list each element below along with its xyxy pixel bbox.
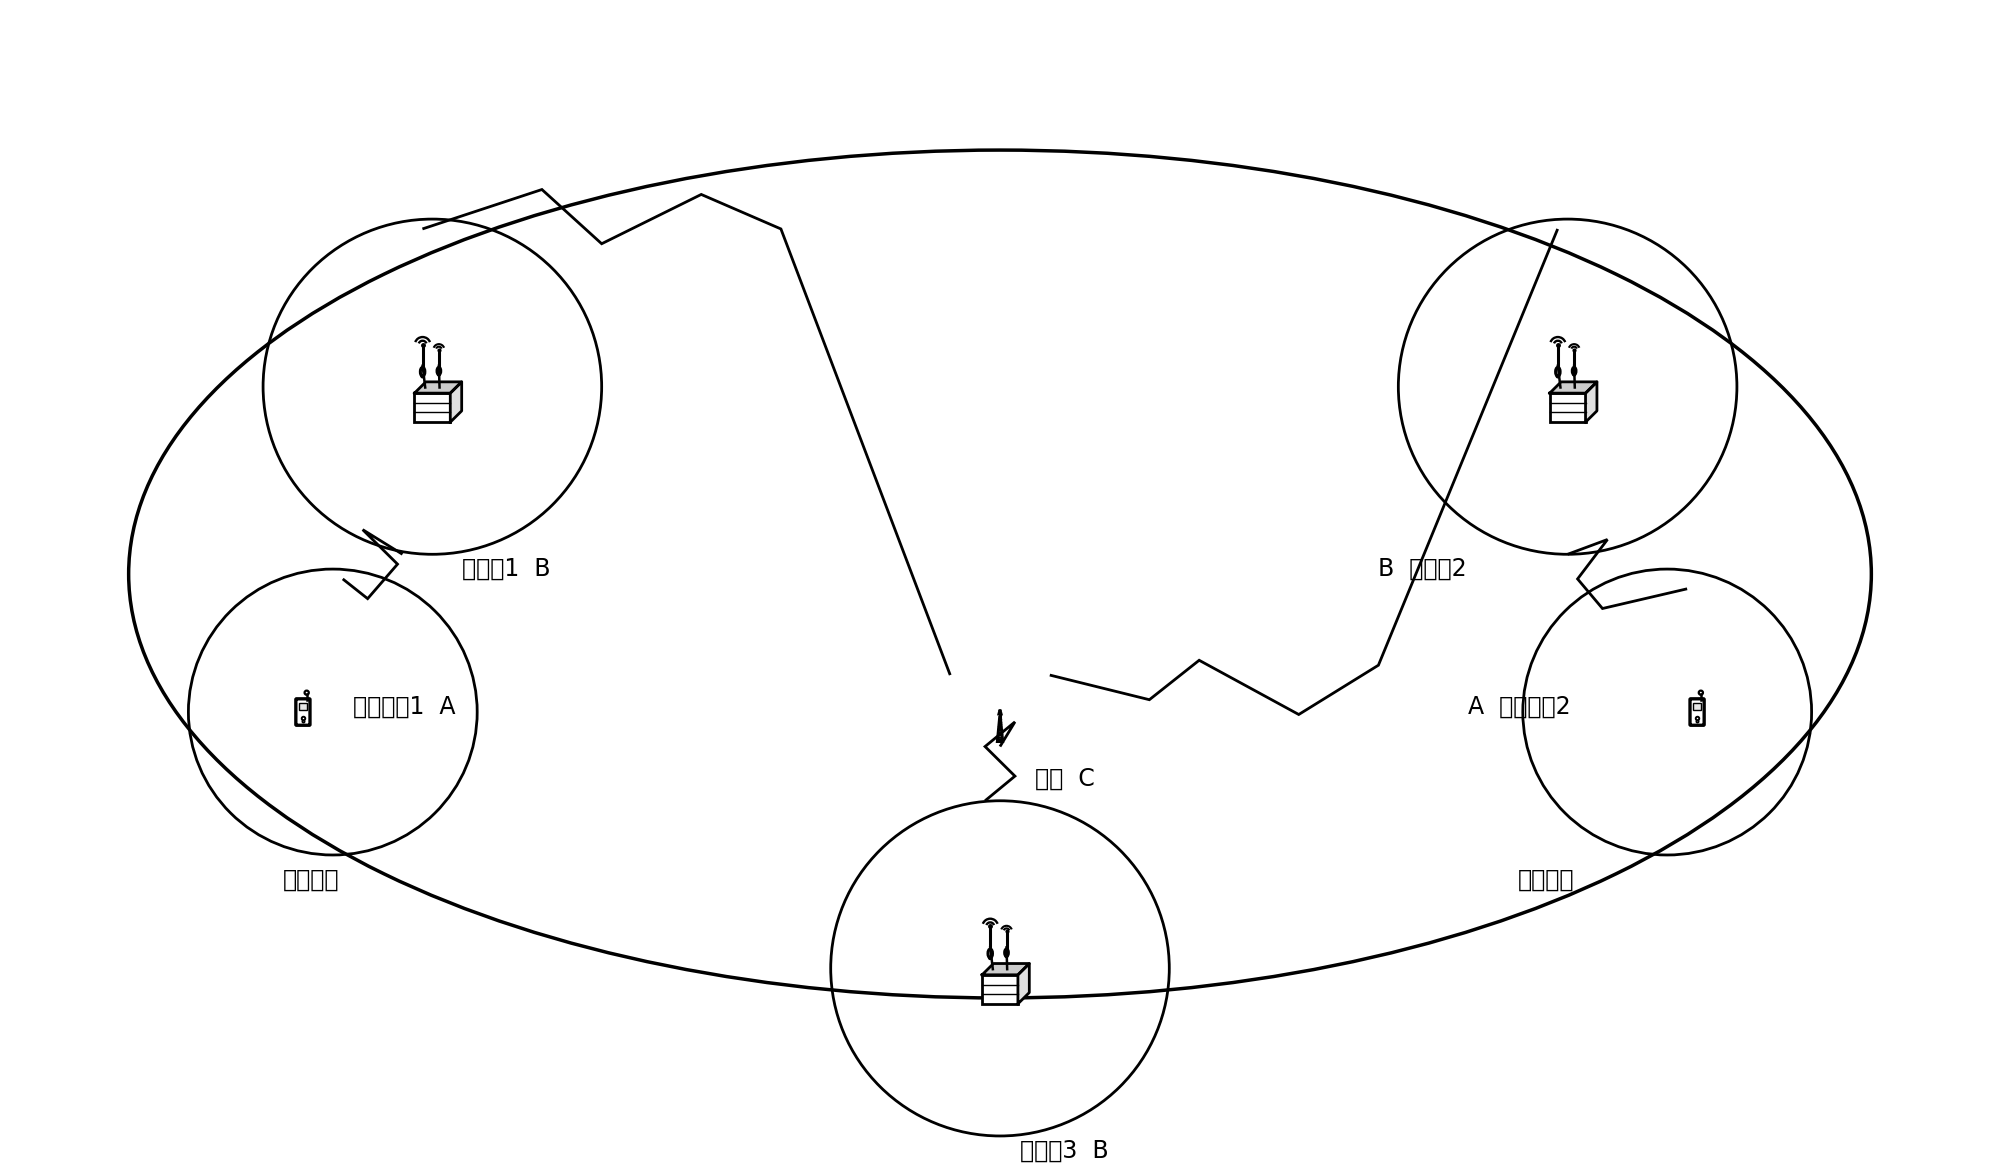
Polygon shape xyxy=(982,964,1030,975)
Text: B  中继站2: B 中继站2 xyxy=(1378,557,1468,582)
Text: A  用户终端2: A 用户终端2 xyxy=(1468,695,1570,719)
FancyBboxPatch shape xyxy=(296,698,310,725)
Circle shape xyxy=(1556,375,1560,377)
Polygon shape xyxy=(414,394,450,422)
Circle shape xyxy=(990,957,992,959)
Polygon shape xyxy=(450,382,462,422)
Text: 中继站1  B: 中继站1 B xyxy=(462,557,550,582)
Text: 网络盲区: 网络盲区 xyxy=(284,868,340,891)
Text: 基站  C: 基站 C xyxy=(1034,766,1094,791)
Text: 中继站3  B: 中继站3 B xyxy=(1020,1139,1108,1163)
Bar xyxy=(1692,703,1702,710)
Polygon shape xyxy=(1586,382,1596,422)
Polygon shape xyxy=(414,382,462,394)
Circle shape xyxy=(422,375,424,377)
Text: 用户终端1  A: 用户终端1 A xyxy=(352,695,456,719)
Polygon shape xyxy=(1018,964,1030,1003)
Bar xyxy=(298,703,308,710)
FancyBboxPatch shape xyxy=(1690,698,1704,725)
Polygon shape xyxy=(1550,382,1596,394)
Polygon shape xyxy=(982,975,1018,1003)
Polygon shape xyxy=(1550,394,1586,422)
Polygon shape xyxy=(998,717,1002,742)
Text: 小区边缘: 小区边缘 xyxy=(1518,868,1574,891)
